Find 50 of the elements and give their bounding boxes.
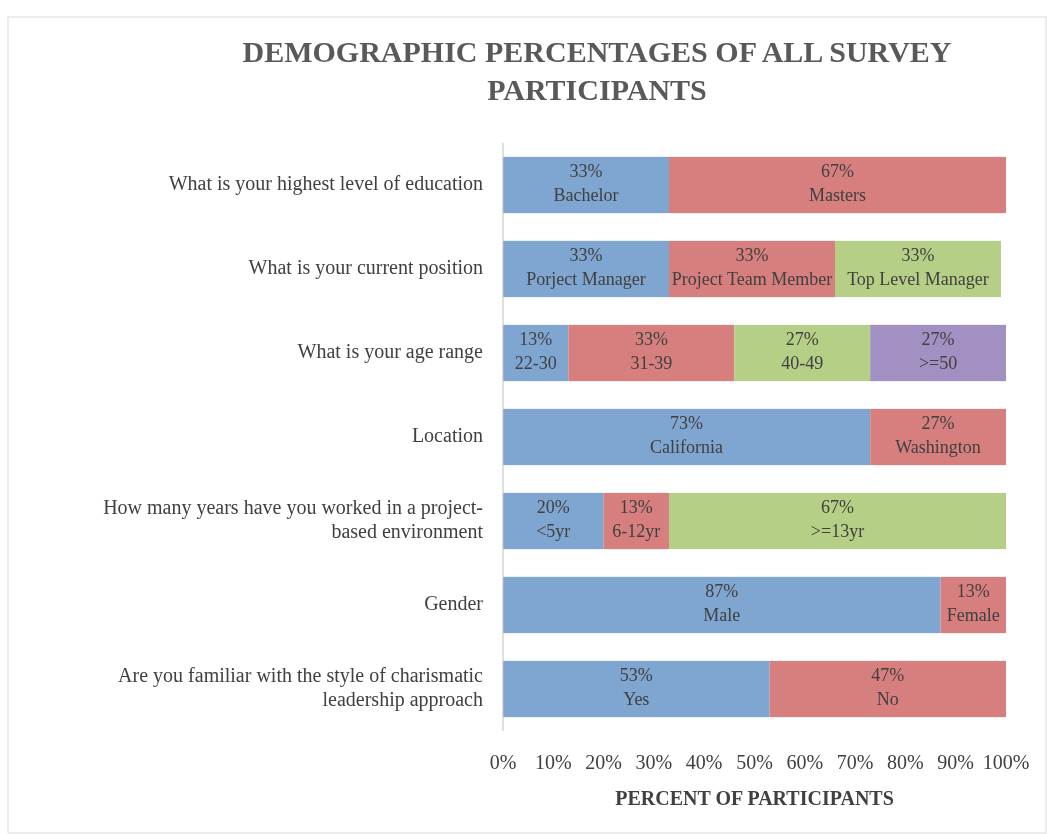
data-label: 47% No: [871, 665, 905, 709]
data-label: 33% Top Level Manager: [847, 245, 989, 289]
data-label: 73% California: [650, 413, 724, 457]
x-tick-label: 40%: [685, 751, 723, 773]
y-tick-label: Location: [411, 423, 483, 446]
data-label: 87% Male: [703, 581, 741, 625]
x-tick-label: 0%: [489, 751, 517, 773]
x-tick-label: 10%: [534, 751, 572, 773]
x-tick-label: 70%: [836, 751, 874, 773]
y-tick-label: Are you familiar with the style of charismatic leadership approach: [118, 663, 484, 711]
x-tick-label: 60%: [786, 751, 824, 773]
data-label: 27% >=50: [918, 329, 958, 373]
data-label: 33% Bachelor: [553, 161, 619, 205]
bar: [503, 156, 669, 214]
data-label: 67% >=13yr: [810, 497, 865, 541]
x-tick-label: 80%: [887, 751, 924, 773]
bar: [668, 492, 1006, 550]
data-label: 33% Project Team Member: [671, 245, 833, 289]
x-tick-label: 90%: [937, 751, 975, 773]
x-axis-title: PERCENT OF PARTICIPANTS: [615, 787, 894, 809]
bar: [503, 492, 604, 550]
data-label: 33% 31-39: [630, 329, 673, 373]
x-tick-label: 20%: [585, 751, 622, 773]
bar: [769, 660, 1006, 718]
bar: [870, 324, 1006, 382]
data-label: 27% 40-49: [781, 329, 824, 373]
bar: [870, 408, 1006, 466]
data-label: 53% Yes: [619, 665, 653, 709]
y-tick-label: What is your highest level of education: [168, 171, 483, 195]
bar: [668, 156, 1006, 214]
chart-title: DEMOGRAPHIC PERCENTAGES OF ALL SURVEY PARTICIPANTS: [242, 35, 952, 106]
bar: [503, 576, 941, 634]
y-tick-label: What is your current position: [248, 255, 483, 279]
data-label: 20% <5yr: [536, 497, 571, 541]
x-tick-label: 50%: [736, 751, 773, 773]
x-tick-label: 30%: [635, 751, 673, 773]
data-label: 33% Porject Manager: [526, 245, 646, 289]
data-label: 67% Masters: [808, 161, 866, 205]
bar: [568, 324, 735, 382]
data-label: 27% Washington: [895, 413, 981, 457]
bar: [734, 324, 871, 382]
data-label: 13% 22-30: [514, 329, 557, 373]
y-tick-label: How many years have you worked in a project-based environment: [103, 495, 484, 542]
bar: [503, 660, 770, 718]
bar: [503, 408, 871, 466]
data-label: 13% Female: [946, 581, 1000, 625]
y-tick-label: Gender: [424, 591, 484, 614]
data-label: 13% 6-12yr: [612, 497, 661, 541]
x-tick-label: 100%: [982, 751, 1030, 773]
y-tick-label: What is your age range: [297, 339, 484, 363]
